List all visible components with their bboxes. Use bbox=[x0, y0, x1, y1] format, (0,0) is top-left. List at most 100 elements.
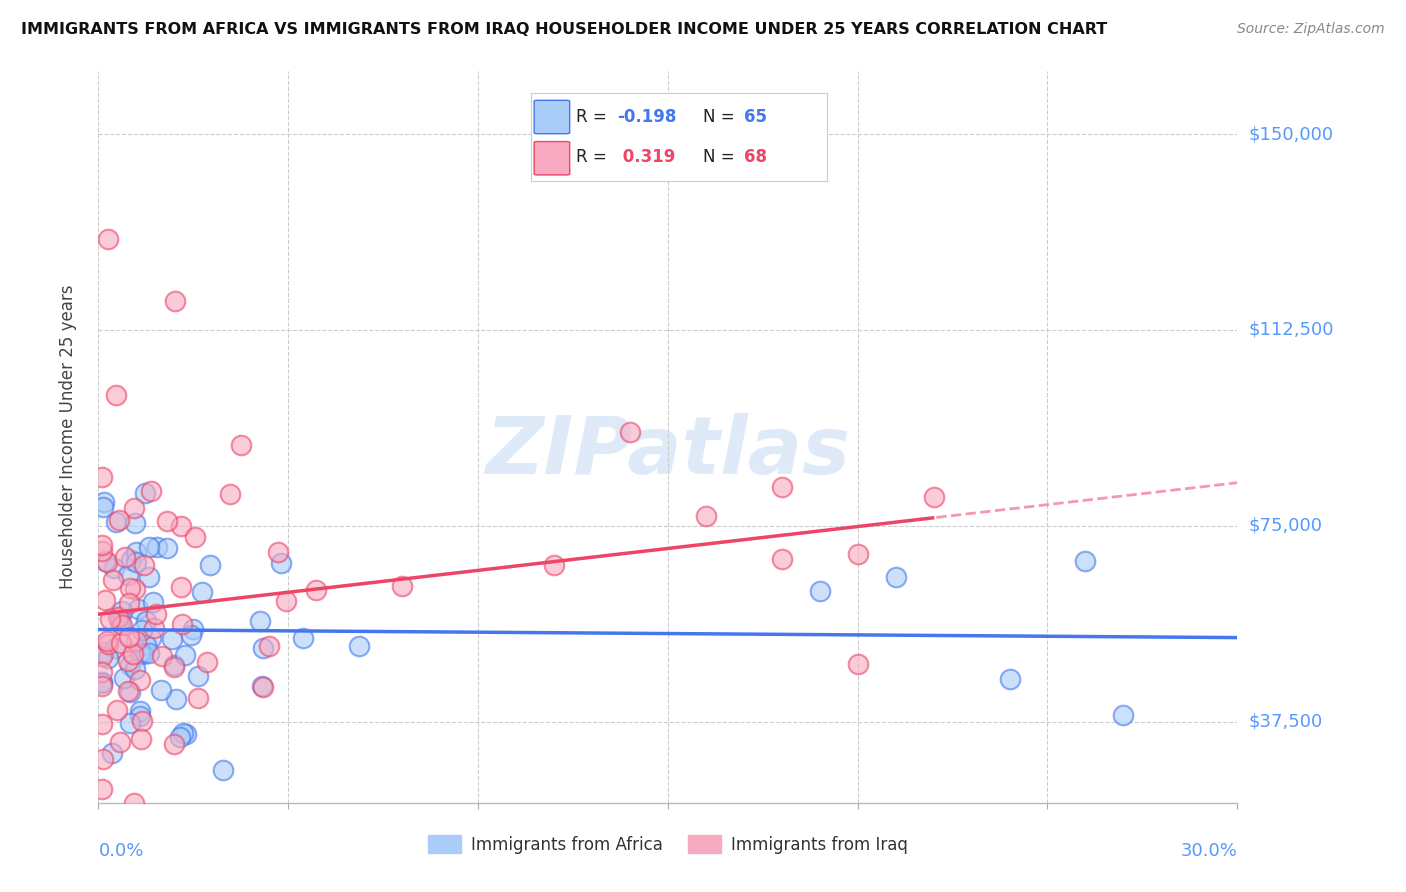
Point bbox=[132, 648, 155, 662]
Point bbox=[138, 540, 160, 554]
Point bbox=[305, 582, 328, 597]
Point bbox=[138, 570, 160, 584]
Point bbox=[91, 500, 114, 515]
Point bbox=[96, 554, 118, 568]
Point bbox=[150, 648, 173, 663]
Point bbox=[125, 555, 148, 569]
Point bbox=[138, 647, 160, 661]
Text: ZIPatlas: ZIPatlas bbox=[485, 413, 851, 491]
Point bbox=[619, 425, 641, 439]
Point bbox=[163, 658, 186, 673]
Point bbox=[107, 513, 129, 527]
Point bbox=[1074, 554, 1097, 568]
Point bbox=[187, 669, 209, 683]
Point bbox=[91, 675, 114, 690]
Point bbox=[156, 541, 179, 556]
Text: $37,500: $37,500 bbox=[1249, 713, 1323, 731]
Point bbox=[91, 470, 114, 484]
Point bbox=[91, 538, 114, 552]
Point bbox=[998, 672, 1021, 686]
Point bbox=[131, 714, 153, 728]
Point bbox=[129, 646, 152, 660]
Point bbox=[107, 609, 129, 624]
Point bbox=[120, 553, 142, 567]
Point bbox=[274, 594, 297, 608]
Point bbox=[110, 636, 132, 650]
Text: $75,000: $75,000 bbox=[1249, 516, 1323, 535]
Point bbox=[252, 680, 274, 694]
Point bbox=[156, 515, 179, 529]
Point bbox=[150, 683, 173, 698]
Point bbox=[122, 500, 145, 515]
Point bbox=[219, 486, 242, 500]
Point bbox=[104, 388, 127, 402]
Point bbox=[128, 704, 150, 718]
Point bbox=[172, 726, 194, 740]
Point bbox=[124, 662, 146, 676]
Text: Source: ZipAtlas.com: Source: ZipAtlas.com bbox=[1237, 22, 1385, 37]
Point bbox=[191, 585, 214, 599]
Point bbox=[884, 570, 907, 584]
Point bbox=[808, 583, 831, 598]
Point bbox=[110, 615, 132, 630]
Point bbox=[165, 294, 187, 309]
Point bbox=[127, 602, 149, 616]
Point bbox=[170, 617, 193, 632]
Point bbox=[231, 438, 253, 452]
Point bbox=[180, 628, 202, 642]
Point bbox=[543, 558, 565, 573]
Point bbox=[93, 752, 115, 766]
Point bbox=[91, 679, 114, 693]
Point bbox=[292, 631, 315, 645]
Point bbox=[97, 231, 120, 245]
Point bbox=[174, 648, 197, 662]
Point bbox=[91, 716, 114, 731]
Point bbox=[160, 632, 183, 647]
Point bbox=[129, 673, 152, 687]
Point bbox=[198, 558, 221, 572]
Point bbox=[170, 580, 193, 594]
Text: IMMIGRANTS FROM AFRICA VS IMMIGRANTS FROM IRAQ HOUSEHOLDER INCOME UNDER 25 YEARS: IMMIGRANTS FROM AFRICA VS IMMIGRANTS FRO… bbox=[21, 22, 1108, 37]
Point bbox=[129, 731, 152, 746]
Point bbox=[125, 545, 148, 559]
Point bbox=[142, 594, 165, 608]
Point bbox=[118, 597, 141, 611]
Point bbox=[141, 631, 163, 645]
Point bbox=[97, 650, 120, 665]
Point bbox=[114, 550, 136, 565]
Point bbox=[118, 630, 141, 644]
Text: 0.0%: 0.0% bbox=[98, 842, 143, 860]
Point bbox=[1112, 708, 1135, 723]
Point bbox=[249, 614, 271, 628]
Text: $112,500: $112,500 bbox=[1249, 321, 1334, 339]
Point bbox=[770, 480, 793, 494]
Point bbox=[117, 567, 139, 582]
Point bbox=[108, 610, 131, 624]
Point bbox=[108, 735, 131, 749]
Point bbox=[134, 486, 156, 500]
Point bbox=[259, 639, 281, 653]
Point bbox=[391, 579, 413, 593]
Legend: Immigrants from Africa, Immigrants from Iraq: Immigrants from Africa, Immigrants from … bbox=[420, 829, 915, 860]
Point bbox=[94, 593, 117, 607]
Point bbox=[197, 656, 219, 670]
Point bbox=[98, 612, 121, 626]
Point bbox=[96, 634, 118, 648]
Point bbox=[181, 622, 204, 636]
Point bbox=[169, 730, 191, 744]
Point bbox=[162, 737, 184, 751]
Point bbox=[124, 582, 146, 596]
Point bbox=[187, 691, 209, 706]
Point bbox=[174, 727, 197, 741]
Point bbox=[770, 551, 793, 566]
Point bbox=[112, 671, 135, 685]
Point bbox=[252, 679, 274, 693]
Y-axis label: Householder Income Under 25 years: Householder Income Under 25 years bbox=[59, 285, 77, 590]
Point bbox=[117, 654, 139, 668]
Point bbox=[122, 796, 145, 810]
Point bbox=[91, 665, 114, 679]
Point bbox=[101, 573, 124, 587]
Point bbox=[135, 614, 157, 628]
Point bbox=[162, 660, 184, 674]
Point bbox=[846, 547, 869, 561]
